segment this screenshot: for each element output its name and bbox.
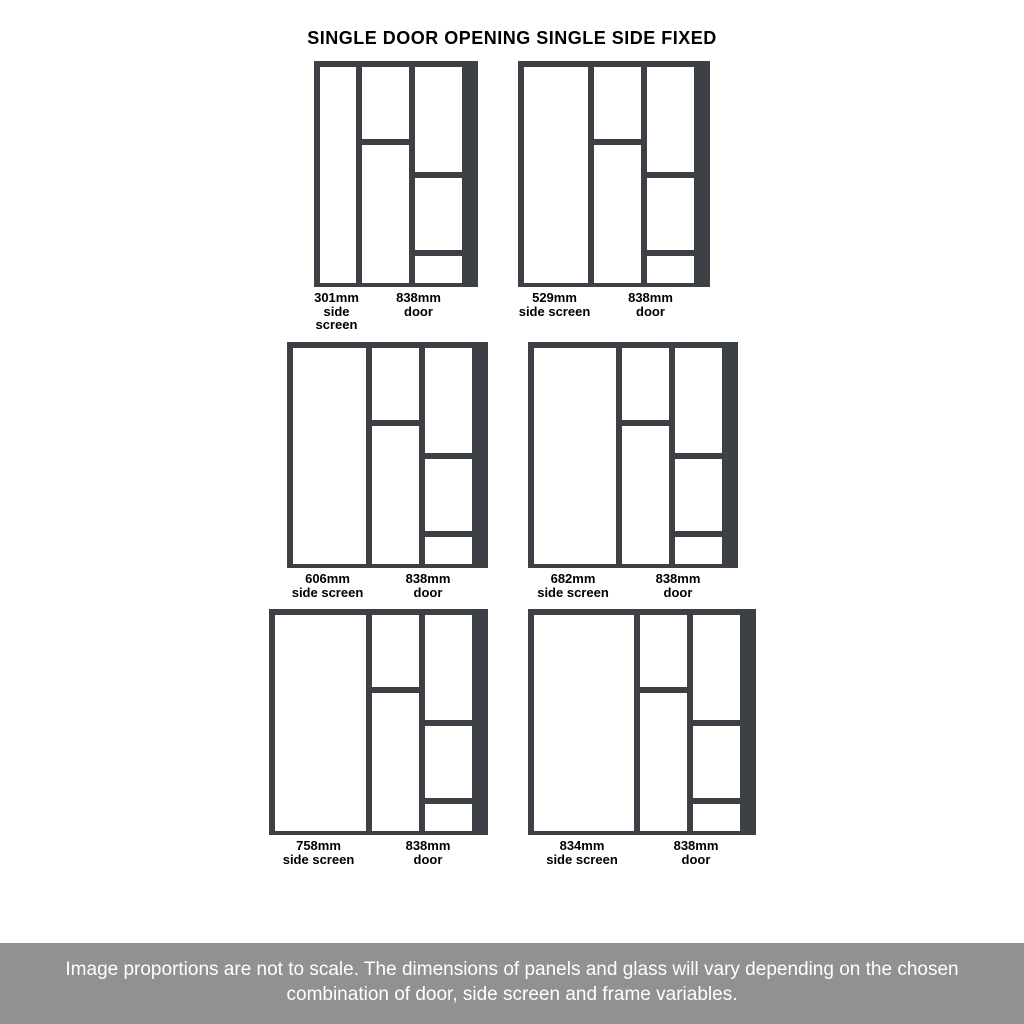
glass-pane [372, 348, 419, 420]
grid-row: 758mmside screen838mmdoor834mmside scree… [0, 609, 1024, 866]
door-frame [314, 61, 478, 287]
glass-pane [647, 67, 694, 172]
side-screen [534, 615, 634, 831]
glass-pane [594, 145, 641, 283]
dimension-labels: 529mmside screen838mmdoor [518, 291, 710, 318]
door-frame [287, 342, 488, 568]
glass-pane [425, 804, 472, 831]
glass-pane [415, 67, 462, 172]
side-screen [320, 67, 356, 283]
page-title: SINGLE DOOR OPENING SINGLE SIDE FIXED [0, 0, 1024, 49]
door-leaf [594, 67, 694, 283]
side-screen [534, 348, 616, 564]
dimension-labels: 606mmside screen838mmdoor [287, 572, 488, 599]
glass-pane [425, 537, 472, 564]
door-frame [528, 609, 756, 835]
door-label: 838mmdoor [619, 572, 738, 599]
side-screen-label: 301mmside screen [314, 291, 359, 332]
right-jamb [472, 615, 482, 831]
diagram-grid: 301mmside screen838mmdoor529mmside scree… [0, 49, 1024, 866]
dimension-labels: 301mmside screen838mmdoor [314, 291, 478, 332]
door-frame [518, 61, 710, 287]
config-cell: 606mmside screen838mmdoor [287, 342, 488, 599]
door-label: 838mmdoor [637, 839, 756, 866]
glass-pane [622, 348, 669, 420]
dimension-labels: 834mmside screen838mmdoor [528, 839, 756, 866]
config-cell: 529mmside screen838mmdoor [518, 61, 710, 332]
door-label: 838mmdoor [369, 839, 488, 866]
glass-pane [362, 67, 409, 139]
glass-pane [415, 256, 462, 283]
door-label: 838mmdoor [591, 291, 710, 318]
glass-pane [693, 804, 740, 831]
glass-pane [693, 726, 740, 798]
glass-pane [693, 615, 740, 720]
glass-pane [372, 426, 419, 564]
glass-pane [425, 348, 472, 453]
right-jamb [462, 67, 472, 283]
right-jamb [694, 67, 704, 283]
door-label: 838mmdoor [369, 572, 488, 599]
door-leaf [622, 348, 722, 564]
side-screen [275, 615, 366, 831]
right-jamb [740, 615, 750, 831]
door-label: 838mmdoor [359, 291, 478, 332]
door-frame [528, 342, 738, 568]
right-jamb [722, 348, 732, 564]
side-screen [293, 348, 366, 564]
glass-pane [425, 726, 472, 798]
glass-pane [640, 615, 687, 687]
dimension-labels: 758mmside screen838mmdoor [269, 839, 488, 866]
door-leaf [362, 67, 462, 283]
side-screen-label: 529mmside screen [518, 291, 591, 318]
glass-pane [362, 145, 409, 283]
glass-pane [415, 178, 462, 250]
side-screen-label: 834mmside screen [528, 839, 637, 866]
glass-pane [372, 615, 419, 687]
door-leaf [372, 348, 472, 564]
config-cell: 834mmside screen838mmdoor [528, 609, 756, 866]
dimension-labels: 682mmside screen838mmdoor [528, 572, 738, 599]
glass-pane [425, 615, 472, 720]
glass-pane [675, 348, 722, 453]
glass-pane [372, 693, 419, 831]
side-screen-label: 758mmside screen [269, 839, 369, 866]
right-jamb [472, 348, 482, 564]
grid-row: 606mmside screen838mmdoor682mmside scree… [0, 342, 1024, 599]
config-cell: 758mmside screen838mmdoor [269, 609, 488, 866]
glass-pane [675, 537, 722, 564]
glass-pane [640, 693, 687, 831]
glass-pane [647, 256, 694, 283]
door-frame [269, 609, 488, 835]
side-screen-label: 682mmside screen [528, 572, 619, 599]
glass-pane [647, 178, 694, 250]
glass-pane [675, 459, 722, 531]
door-leaf [372, 615, 472, 831]
grid-row: 301mmside screen838mmdoor529mmside scree… [0, 61, 1024, 332]
glass-pane [594, 67, 641, 139]
side-screen-label: 606mmside screen [287, 572, 369, 599]
glass-pane [622, 426, 669, 564]
side-screen [524, 67, 588, 283]
door-leaf [640, 615, 740, 831]
config-cell: 682mmside screen838mmdoor [528, 342, 738, 599]
glass-pane [425, 459, 472, 531]
footer-note: Image proportions are not to scale. The … [0, 943, 1024, 1024]
config-cell: 301mmside screen838mmdoor [314, 61, 478, 332]
